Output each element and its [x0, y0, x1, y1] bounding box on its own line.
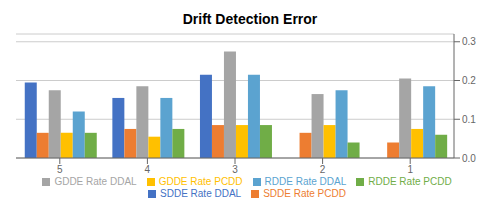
html-text:SDDE Rate DDAL: SDDE Rate DDAL: [160, 188, 242, 199]
svg-text:4: 4: [145, 164, 151, 175]
svg-text:0.1: 0.1: [462, 114, 476, 125]
html-text:SDDE Rate PCDD: SDDE Rate PCDD: [263, 188, 346, 199]
html-text:Drift Detection Error: Drift Detection Error: [182, 11, 318, 27]
html-text:GDDE Rate PCDD: GDDE Rate PCDD: [158, 176, 243, 187]
svg-text:5: 5: [57, 164, 63, 175]
html-text:GDDE Rate DDAL: GDDE Rate DDAL: [54, 176, 137, 187]
svg-text:1: 1: [407, 164, 413, 175]
svg-text:2: 2: [320, 164, 326, 175]
html-text:RDDE Rate DDAL: RDDE Rate DDAL: [264, 176, 347, 187]
svg-text:3: 3: [232, 164, 238, 175]
svg-text:0.2: 0.2: [462, 75, 476, 86]
html-text:RDDE Rate PCDD: RDDE Rate PCDD: [368, 176, 452, 187]
svg-text:0.0: 0.0: [462, 153, 476, 164]
svg-text:0.3: 0.3: [462, 36, 476, 47]
